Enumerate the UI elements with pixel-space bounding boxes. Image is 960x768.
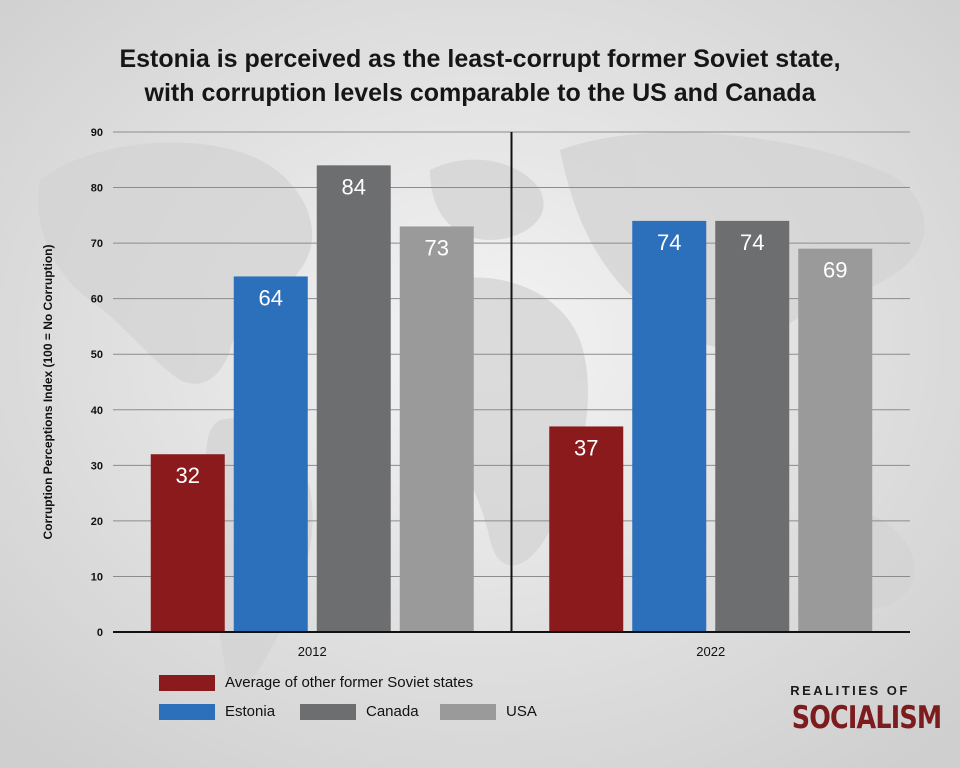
data-label: 74 [657,230,681,255]
x-tick-label: 2022 [696,644,725,659]
bar [632,220,707,632]
legend-swatch [159,703,215,720]
bar [150,454,225,632]
y-tick-label: 60 [91,294,103,306]
bar [798,248,873,632]
y-tick-label: 50 [91,349,103,361]
legend-swatch [300,703,356,720]
x-tick-label: 2012 [298,644,327,659]
chart-title: Estonia is perceived as the least-corrup… [0,42,960,110]
bar [399,226,474,632]
bar [715,220,790,632]
brand-logo-main: SOCIALISM [791,700,942,736]
chart-title-line-2: with corruption levels comparable to the… [144,79,816,107]
legend-label: USA [506,703,537,720]
legend-item-estonia: Estonia [159,703,275,720]
data-label: 74 [740,230,764,255]
y-tick-label: 80 [91,183,103,195]
y-tick-label: 0 [97,627,103,639]
bar [316,165,391,633]
data-label: 73 [425,235,449,260]
data-label: 69 [823,258,847,283]
legend-label: Average of other former Soviet states [225,674,474,691]
data-label: 84 [342,174,366,199]
y-tick-label: 30 [91,460,103,472]
legend-item-soviet-average: Average of other former Soviet states [159,674,473,691]
brand-logo: REALITIES OF SOCIALISM [779,683,942,738]
bar [233,276,308,632]
data-label: 64 [259,285,283,310]
brand-logo-top: REALITIES OF [790,683,910,698]
data-label: 32 [176,463,200,488]
data-label: 37 [574,435,598,460]
y-tick-label: 20 [91,516,103,528]
legend-item-usa: USA [440,703,537,720]
legend-swatch [440,703,496,720]
legend-label: Estonia [225,703,276,720]
legend-label: Canada [366,703,419,720]
y-tick-label: 90 [91,127,103,139]
chart-title-line-1: Estonia is perceived as the least-corrup… [119,45,841,73]
legend-swatch [159,674,215,691]
y-tick-label: 40 [91,405,103,417]
bar [549,426,624,632]
legend-item-canada: Canada [300,703,419,720]
y-tick-label: 70 [91,238,103,250]
y-tick-label: 10 [91,571,103,583]
